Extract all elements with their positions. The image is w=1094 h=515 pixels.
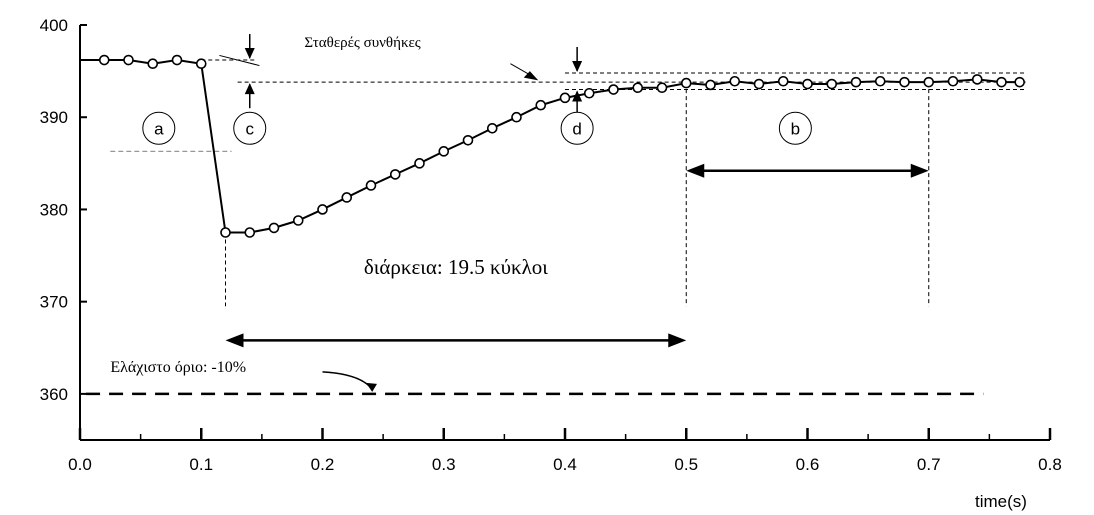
label-b-text: b xyxy=(791,119,800,138)
data-point xyxy=(996,76,1007,88)
min-limit-arrowhead xyxy=(366,382,377,392)
duration-label: διάρκεια: 19.5 κύκλοι xyxy=(364,255,548,279)
data-point xyxy=(486,122,498,134)
stable-pointer-head xyxy=(523,71,539,81)
data-point xyxy=(632,82,644,94)
data-point xyxy=(438,146,450,157)
label-d-circle xyxy=(560,111,594,145)
data-point xyxy=(511,111,522,123)
data-point xyxy=(559,92,571,104)
data-point xyxy=(923,76,935,88)
data-point xyxy=(705,79,716,91)
data-point xyxy=(680,77,692,89)
annotations: Ελάχιστο όριο: -10% διάρκεια: 19.5 κύκλοι… xyxy=(110,34,929,392)
d-marker-up-head xyxy=(572,90,583,102)
data-point xyxy=(971,74,983,85)
duration-arrow-head-right xyxy=(668,333,687,348)
c-marker-down-head xyxy=(244,48,255,60)
data-point xyxy=(98,54,110,66)
data-point xyxy=(244,227,256,238)
data-point xyxy=(874,75,886,87)
series-group xyxy=(80,54,1025,238)
series-line xyxy=(80,59,1020,234)
y-tick-label: 400 xyxy=(40,16,68,35)
data-point xyxy=(535,99,547,111)
min-limit-label: Ελάχιστο όριο: -10% xyxy=(110,359,246,376)
reference-lines xyxy=(86,59,1026,396)
b-span-arrow-head-left xyxy=(686,163,705,178)
min-limit-arrow xyxy=(322,371,372,389)
x-tick-label: 0.0 xyxy=(68,455,92,474)
data-point xyxy=(729,75,741,87)
data-point xyxy=(147,58,159,70)
data-point xyxy=(608,84,619,95)
data-point xyxy=(462,134,474,146)
stable-pointer-left xyxy=(219,54,260,67)
data-point xyxy=(753,78,765,90)
label-b-circle xyxy=(778,111,812,145)
label-a-circle xyxy=(142,111,176,145)
c-marker-up-head xyxy=(244,83,255,95)
data-point xyxy=(292,215,304,226)
data-point xyxy=(123,54,134,66)
data-point xyxy=(317,204,328,215)
x-tick-label: 0.5 xyxy=(674,455,698,474)
data-point xyxy=(365,180,377,191)
data-point xyxy=(656,82,668,94)
x-tick-label: 0.4 xyxy=(553,455,577,474)
x-tick-label: 0.3 xyxy=(432,455,456,474)
data-point xyxy=(802,78,813,90)
data-point xyxy=(947,75,959,87)
d-marker-down-head xyxy=(572,60,583,72)
x-axis-label: time(s) xyxy=(975,492,1027,511)
data-point xyxy=(389,169,401,180)
data-point xyxy=(1014,76,1025,88)
y-tick-label: 380 xyxy=(40,200,68,219)
x-tick-label: 0.2 xyxy=(311,455,335,474)
data-point xyxy=(899,76,910,88)
duration-arrow-head-left xyxy=(225,333,244,348)
b-span-arrow-head-right xyxy=(910,163,929,178)
data-point xyxy=(195,58,207,70)
x-tick-label: 0.8 xyxy=(1038,455,1062,474)
data-point xyxy=(414,158,425,169)
data-point xyxy=(341,192,353,203)
data-point xyxy=(777,75,789,87)
label-a-text: a xyxy=(154,119,164,138)
data-point xyxy=(171,54,183,66)
x-tick-label: 0.6 xyxy=(796,455,820,474)
x-tick-label: 0.7 xyxy=(917,455,941,474)
data-point xyxy=(220,227,231,238)
stable-conditions-label: Σταθερές συνθήκες xyxy=(304,35,420,51)
y-tick-label: 370 xyxy=(40,293,68,312)
data-point xyxy=(826,78,838,90)
label-d-text: d xyxy=(572,119,581,138)
tick-group: 400 390 380 370 360 0.0 0.1 0.2 0.3 0.4 0.5 0.6 0.7 0… xyxy=(40,16,1062,474)
data-point xyxy=(583,87,595,99)
label-c-text: c xyxy=(246,119,255,138)
x-tick-label: 0.1 xyxy=(189,455,213,474)
y-tick-label: 390 xyxy=(40,108,68,127)
data-point xyxy=(268,222,280,234)
y-tick-label: 360 xyxy=(40,385,68,404)
data-point xyxy=(850,76,862,88)
label-c-circle xyxy=(233,111,267,145)
